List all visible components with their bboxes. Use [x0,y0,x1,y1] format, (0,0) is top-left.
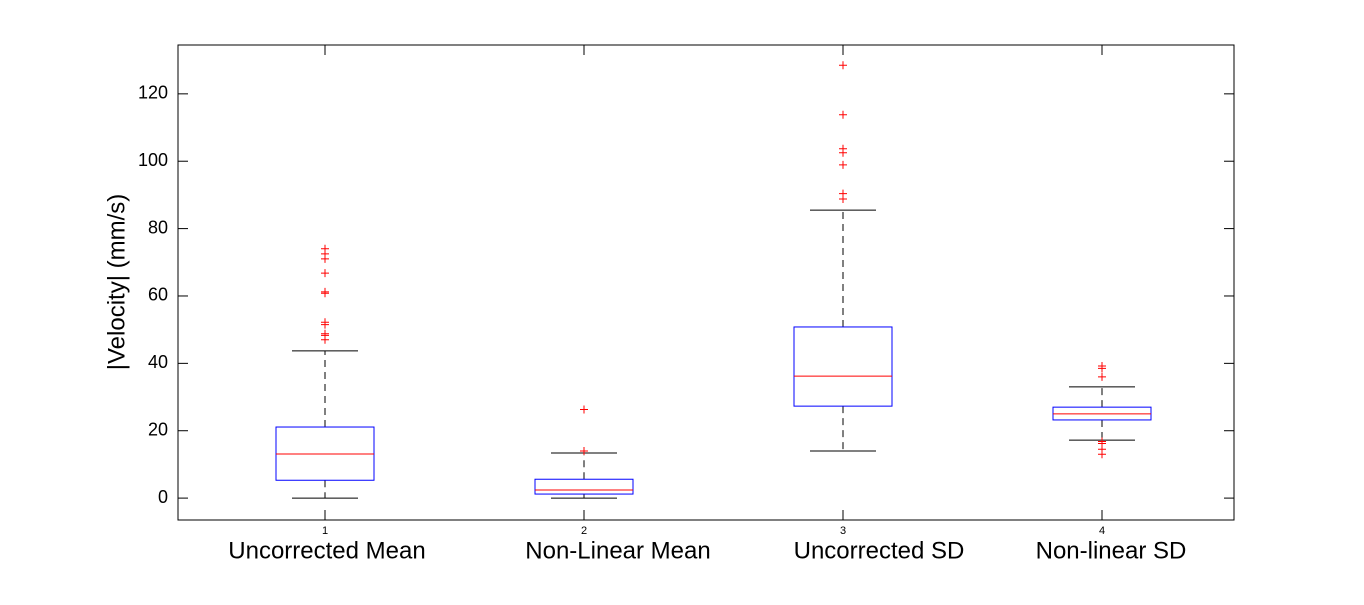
outlier [321,289,329,298]
plot-area [177,44,1235,521]
x-tick-label: 2 [581,525,587,537]
y-tick-label: 0 [158,487,168,507]
box [534,478,634,495]
outlier [580,405,588,414]
outlier [839,148,847,157]
y-tick-label: 100 [138,150,168,170]
outlier [321,320,329,329]
box [793,326,893,407]
outlier [321,269,329,278]
group-label: Non-Linear Mean [525,537,710,564]
x-tick-label: 1 [322,525,328,537]
x-tick-label: 4 [1099,525,1105,537]
y-tick-label: 40 [148,352,168,372]
group-label: Uncorrected SD [794,537,965,564]
group-label: Uncorrected Mean [228,537,425,564]
y-tick-label: 60 [148,285,168,305]
outlier [839,194,847,203]
outlier [321,254,329,263]
outlier [321,335,329,344]
outlier [839,160,847,169]
y-tick-label: 120 [138,83,168,103]
outlier [839,110,847,119]
y-tick-label: 80 [148,217,168,237]
group-label: Non-linear SD [1036,537,1187,564]
outlier [1098,372,1106,381]
y-tick-label: 20 [148,419,168,439]
outlier [1098,450,1106,459]
outlier [580,446,588,455]
y-axis-label: |Velocity| (mm/s) [103,194,130,370]
outlier [839,61,847,70]
x-tick-label: 3 [840,525,846,537]
outlier [1098,364,1106,373]
